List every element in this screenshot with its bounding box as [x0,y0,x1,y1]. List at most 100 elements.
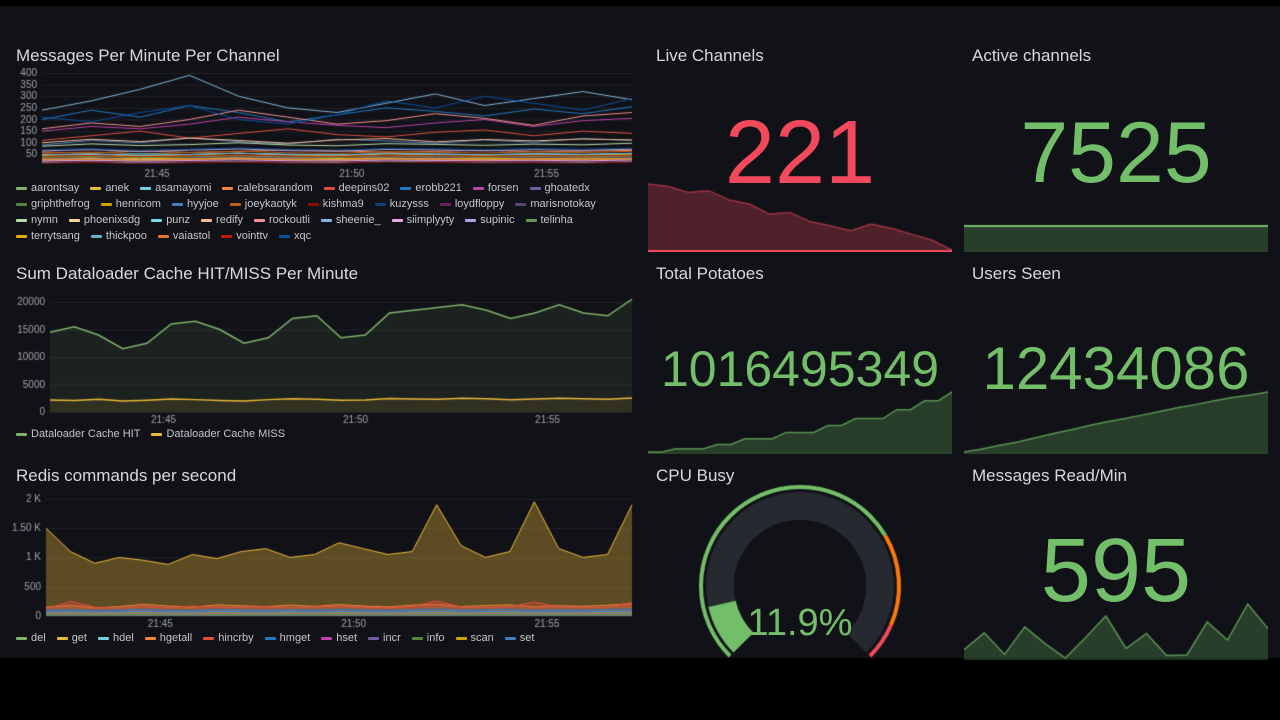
legend-color-swatch [16,433,27,436]
legend-item[interactable]: sheenie_ [320,215,381,226]
legend-color-swatch [253,219,265,222]
legend-item[interactable]: vaiastol [157,230,211,242]
dataloader-cache-chart[interactable] [8,286,636,426]
legend-label: forsen [487,182,519,194]
legend-item[interactable]: set [504,632,535,644]
legend-item[interactable]: hdel [97,632,134,644]
legend-item[interactable]: redify [201,215,243,226]
legend-item[interactable]: scan [455,632,494,644]
legend-item[interactable]: forsen [472,182,519,194]
legend-color-swatch [222,187,234,190]
legend-item[interactable]: henricom [100,198,161,210]
panel-title[interactable]: Active channels [972,46,1092,65]
legend-label: set [519,632,535,644]
panel-title[interactable]: Users Seen [972,264,1061,283]
legend-item[interactable]: kuzysss [374,199,429,210]
legend-item[interactable]: Dataloader Cache MISS [151,429,285,440]
legend-item[interactable]: kishma9 [307,198,364,210]
legend-item[interactable]: joeykaotyk [229,199,297,210]
cpu-busy-gauge[interactable] [648,482,952,662]
legend-label: get [71,632,87,644]
legend-item[interactable]: hyyjoe [171,199,219,210]
legend-item[interactable]: phoenixsdg [68,214,141,226]
legend-label: xqc [294,230,312,242]
grafana-dashboard: Messages Per Minute Per Channel aarontsa… [0,6,1280,662]
legend-label: hset [336,632,358,644]
panel-live-channels: Live Channels 221 [648,38,952,254]
legend-color-swatch [400,187,412,190]
legend-item[interactable]: get [56,632,87,644]
legend-color-swatch [465,219,477,222]
legend-color-swatch [144,637,156,640]
panel-title[interactable]: Total Potatoes [656,264,764,283]
legend-color-swatch [100,203,112,206]
legend-item[interactable]: hgetall [144,632,193,644]
legend-item[interactable]: rockoutli [253,215,310,226]
legend-item[interactable]: Dataloader Cache HIT [16,429,140,440]
panel-dataloader-cache: Sum Dataloader Cache HIT/MISS Per Minute… [8,256,640,456]
legend-item[interactable]: punz [151,215,190,226]
legend-color-swatch [264,637,276,640]
legend-item[interactable]: siimplyyty [391,215,454,226]
panel-title[interactable]: CPU Busy [656,466,735,485]
letterbox-top [0,0,1280,6]
active-channels-value: 7525 [1020,105,1212,201]
dataloader-legend: Dataloader Cache HIT Dataloader Cache MIS… [8,426,640,440]
legend-label: henricom [115,198,161,210]
redis-commands-chart[interactable] [8,488,636,630]
legend-label: phoenixsdg [83,214,141,226]
legend-item[interactable]: vointtv [221,231,268,242]
legend-item[interactable]: thickpoo [90,230,147,242]
legend-label: griphthefrog [31,198,90,210]
legend-label: erobb221 [415,182,462,194]
legend-item[interactable]: deepins02 [323,183,389,194]
panel-total-potatoes: Total Potatoes 1016495349 [648,256,952,456]
legend-item[interactable]: telinha [525,215,573,226]
legend-label: del [31,632,46,644]
legend-item[interactable]: supinic [465,214,515,226]
legend-item[interactable]: xqc [279,231,311,242]
legend-item[interactable]: hmget [264,633,310,644]
legend-item[interactable]: terrytsang [16,231,80,242]
legend-label: kishma9 [322,198,364,210]
legend-color-swatch [140,187,152,190]
legend-color-swatch [320,219,332,222]
legend-item[interactable]: ghoatedx [529,183,590,194]
legend-label: hdel [112,632,134,644]
legend-item[interactable]: marisnotokay [515,199,596,210]
panel-title[interactable]: Messages Per Minute Per Channel [16,46,280,65]
legend-color-swatch [411,637,423,640]
legend-label: supinic [480,214,515,226]
legend-item[interactable]: griphthefrog [16,199,90,210]
legend-item[interactable]: incr [368,633,401,644]
legend-label: incr [383,632,401,644]
legend-item[interactable]: info [411,632,445,644]
legend-label: hgetall [159,632,193,644]
legend-item[interactable]: asamayomi [140,183,211,194]
legend-item[interactable]: del [16,633,46,644]
legend-item[interactable]: calebsarandom [222,182,313,194]
panel-title[interactable]: Live Channels [656,46,764,65]
legend-item[interactable]: hset [321,633,357,644]
legend-label: scan [470,632,494,644]
legend-label: thickpoo [105,230,147,242]
panel-title[interactable]: Sum Dataloader Cache HIT/MISS Per Minute [16,264,359,283]
legend-color-swatch [472,187,484,190]
legend-color-swatch [504,637,516,640]
legend-item[interactable]: nymn [16,215,58,226]
legend-item[interactable]: aarontsay [16,183,79,194]
legend-color-swatch [151,433,163,436]
legend-color-swatch [515,203,527,206]
panel-messages-read: Messages Read/Min 595 [964,458,1268,662]
legend-label: vaiastol [172,230,211,242]
legend-label: Dataloader Cache HIT [31,428,141,440]
legend-label: calebsarandom [237,182,313,194]
legend-label: info [426,632,445,644]
legend-item[interactable]: hincrby [203,633,254,644]
messages-per-minute-chart[interactable] [8,68,636,180]
panel-title[interactable]: Redis commands per second [16,466,237,485]
legend-item[interactable]: anek [90,183,129,194]
panel-title[interactable]: Messages Read/Min [972,466,1127,485]
legend-item[interactable]: loydfloppy [439,199,504,210]
legend-item[interactable]: erobb221 [400,183,462,194]
